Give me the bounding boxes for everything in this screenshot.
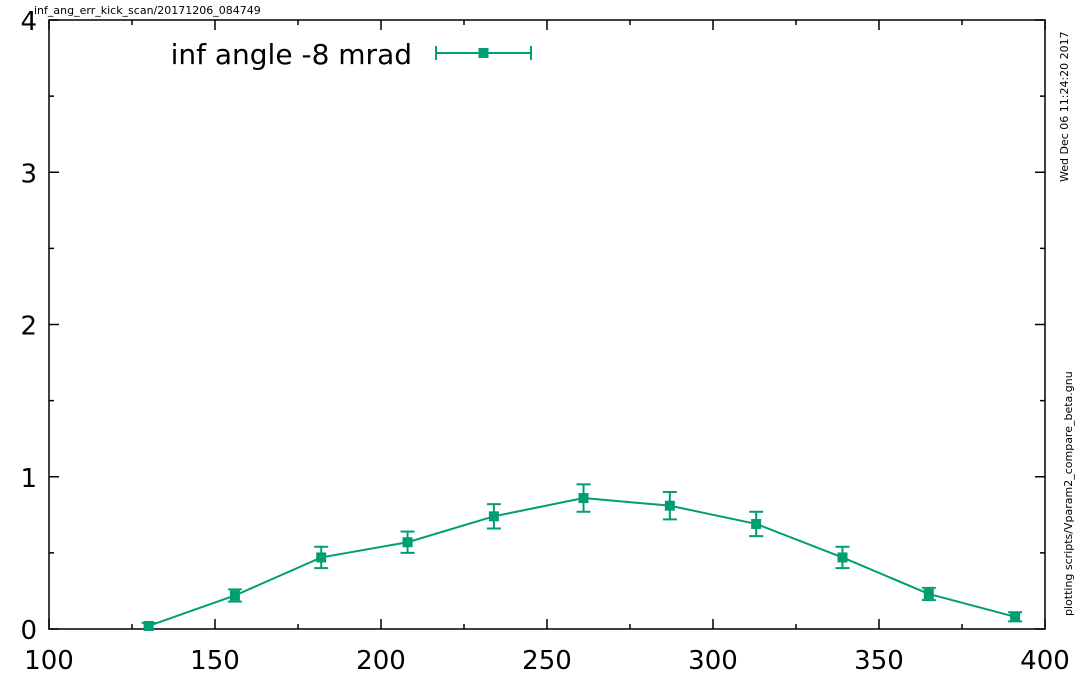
script-label: plotting scripts/Vparam2_compare_beta.gn… (1062, 371, 1075, 616)
legend: inf angle -8 mrad (171, 38, 532, 71)
timestamp-label: Wed Dec 06 11:24:20 2017 (1058, 31, 1071, 182)
data-point (664, 500, 675, 511)
data-point (143, 620, 154, 631)
y-tick-label: 2 (20, 312, 37, 342)
data-point (1010, 611, 1021, 622)
legend-marker (478, 48, 489, 58)
x-tick-label: 400 (1020, 646, 1070, 676)
x-tick-label: 300 (688, 646, 738, 676)
data-point (751, 518, 762, 529)
data-point (837, 552, 848, 563)
x-tick-label: 250 (522, 646, 572, 676)
axis-ticks (48, 19, 1046, 630)
error-bars (141, 483, 1023, 629)
data-point (578, 493, 589, 504)
y-tick-label: 3 (20, 159, 37, 189)
x-tick-label: 200 (356, 646, 406, 676)
series-line (148, 497, 1016, 627)
data-point (488, 511, 499, 522)
data-points (143, 493, 1021, 631)
y-tick-label: 0 (20, 616, 37, 646)
y-tick-label: 4 (20, 7, 37, 37)
x-tick-labels: 100 150 200 250 300 350 400 (24, 646, 1070, 676)
x-tick-label: 350 (854, 646, 904, 676)
chart-title: inf_ang_err_kick_scan/20171206_084749 (34, 4, 261, 17)
y-tick-labels: 0 1 2 3 4 (20, 7, 37, 646)
data-point (316, 552, 327, 563)
x-tick-label: 150 (190, 646, 240, 676)
legend-sample (435, 46, 532, 60)
data-point (229, 590, 240, 601)
x-tick-label: 100 (24, 646, 74, 676)
y-tick-label: 1 (20, 464, 37, 494)
data-point (402, 537, 413, 548)
plot-frame (48, 19, 1046, 630)
data-point (923, 588, 934, 599)
legend-label: inf angle -8 mrad (171, 38, 412, 71)
